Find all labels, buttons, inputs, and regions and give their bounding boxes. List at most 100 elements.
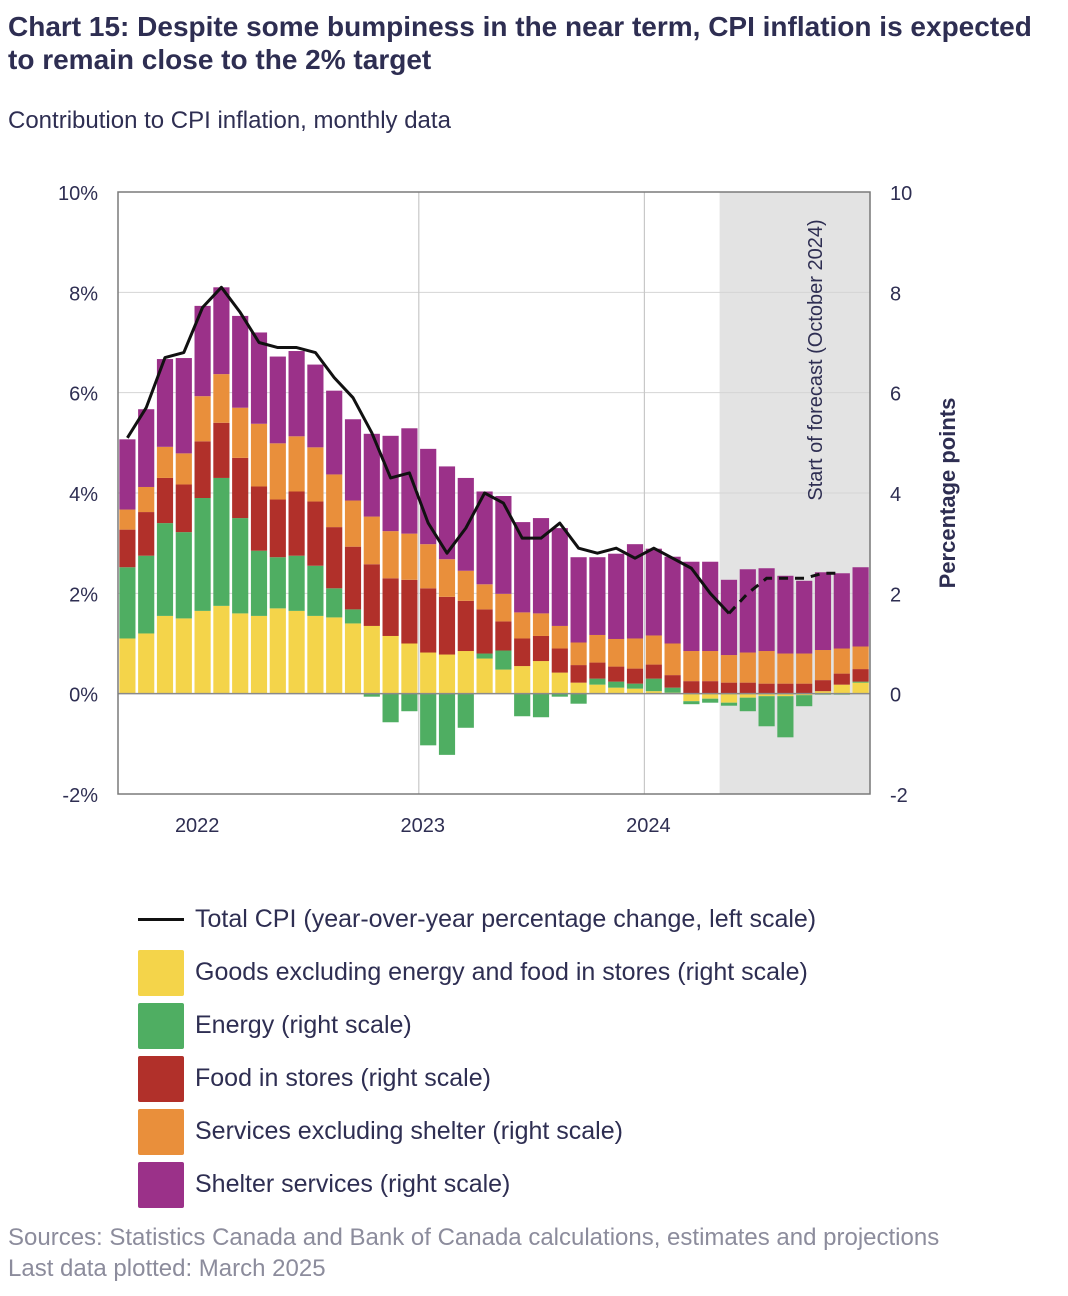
- bar-segment: [363, 625, 380, 694]
- x-tick-label: 2023: [401, 815, 446, 837]
- bar-segment: [532, 635, 550, 662]
- bar-segment: [683, 693, 700, 702]
- bar-segment: [664, 675, 681, 688]
- last-data-line: Last data plotted: March 2025: [8, 1255, 326, 1282]
- bar-segment: [344, 623, 362, 694]
- right-tick-label: 8: [890, 283, 901, 305]
- bar-segment: [833, 648, 850, 674]
- bar-segment: [307, 364, 324, 448]
- bar-segment: [326, 617, 343, 694]
- bar-segment: [250, 550, 268, 616]
- bar-segment: [269, 443, 286, 500]
- legend-label-total-cpi: Total CPI (year-over-year percentage cha…: [195, 905, 817, 933]
- legend-swatch-goods: [138, 949, 184, 996]
- bar-segment: [852, 567, 869, 647]
- bar-segment: [156, 359, 174, 447]
- right-tick-label: -2: [890, 785, 908, 807]
- bar-segment: [213, 477, 230, 606]
- bar-segment: [476, 609, 493, 654]
- bar-segment: [344, 500, 362, 547]
- left-tick-label: -2%: [62, 785, 98, 807]
- bar-segment: [194, 396, 211, 442]
- bar-segment: [833, 684, 850, 694]
- plot-frame: [117, 191, 871, 795]
- bar-segment: [438, 466, 456, 560]
- bar-segment: [683, 681, 700, 694]
- bar-segment: [175, 358, 192, 454]
- left-tick-label: 2%: [69, 584, 98, 606]
- bar-segment: [758, 693, 775, 697]
- bar-segment: [796, 693, 813, 696]
- bar-segment: [344, 546, 362, 610]
- bar-segment: [363, 433, 380, 517]
- bar-segment: [645, 664, 662, 679]
- bar-segment: [683, 701, 700, 705]
- bar-segment: [589, 662, 606, 679]
- bar-segment: [250, 332, 268, 424]
- bar-segment: [401, 533, 418, 580]
- bar-segment: [457, 651, 474, 694]
- bar-segment: [814, 680, 832, 692]
- bar-segment: [269, 499, 286, 558]
- bar-segment: [420, 693, 437, 746]
- legend-label-services: Services excluding shelter (right scale): [195, 1117, 623, 1145]
- bar-segment: [551, 528, 568, 626]
- bar-segment: [457, 693, 474, 728]
- bar-segment: [720, 682, 738, 694]
- bar-segment: [438, 559, 456, 597]
- bar-segment: [777, 653, 794, 684]
- bar-segment: [438, 654, 456, 694]
- bar-segment: [702, 698, 719, 703]
- bar-segment: [739, 693, 756, 698]
- bar-segment: [420, 652, 437, 694]
- bar-segment: [664, 556, 681, 644]
- bar-segment: [514, 666, 531, 694]
- legend-swatch-shelter: [138, 1161, 184, 1208]
- bar-segment: [326, 527, 343, 589]
- bar-segment: [194, 610, 211, 694]
- bar-segment: [702, 651, 719, 682]
- bar-segment: [777, 693, 794, 697]
- legend-item-services: Services excluding shelter (right scale): [138, 1105, 816, 1158]
- bar-segment: [852, 681, 869, 683]
- bar-segment: [363, 516, 380, 565]
- bar-segment: [307, 615, 324, 694]
- bar-segment: [626, 544, 644, 639]
- bar-segment: [664, 687, 681, 693]
- bar-segment: [833, 573, 850, 649]
- legend-item-total-cpi: Total CPI (year-over-year percentage cha…: [138, 893, 816, 946]
- bar-segment: [777, 683, 794, 694]
- legend-swatch-energy: [138, 1002, 184, 1049]
- bar-segment: [796, 683, 813, 694]
- bar-segment: [401, 693, 418, 712]
- bar-segment: [232, 613, 249, 694]
- bar-segment: [626, 683, 644, 689]
- bar-segment: [250, 615, 268, 694]
- legend-label-energy: Energy (right scale): [195, 1011, 412, 1039]
- bar-segment: [363, 564, 380, 626]
- bar-segment: [739, 569, 756, 653]
- legend-item-goods: Goods excluding energy and food in store…: [138, 946, 816, 999]
- bar-segment: [119, 638, 136, 694]
- bar-segment: [514, 522, 531, 613]
- bar-segment: [532, 693, 550, 718]
- bar-segment: [138, 633, 155, 694]
- bar-segment: [307, 501, 324, 566]
- bar-segment: [814, 572, 832, 651]
- bar-segment: [138, 409, 155, 487]
- bar-segment: [796, 695, 813, 707]
- cpi-contribution-chart: -2% 0% 2% 4% 6% 8% 10% -2 0 2 4 6 8 10 2022 2023 2024 Per…: [58, 183, 960, 837]
- bar-segment: [213, 374, 230, 423]
- bar-segment: [119, 529, 136, 568]
- bar-segment: [401, 428, 418, 534]
- bar-segment: [532, 613, 550, 636]
- bar-segment: [608, 687, 625, 694]
- legend-swatch-food: [138, 1055, 184, 1102]
- bar-segment: [194, 498, 211, 611]
- bar-segment: [156, 523, 174, 616]
- chart-subtitle: Contribution to CPI inflation, monthly d…: [8, 107, 451, 134]
- bar-segment: [589, 634, 606, 663]
- bar-segment: [589, 557, 606, 635]
- bar-segment: [570, 693, 587, 704]
- bar-segment: [683, 651, 700, 682]
